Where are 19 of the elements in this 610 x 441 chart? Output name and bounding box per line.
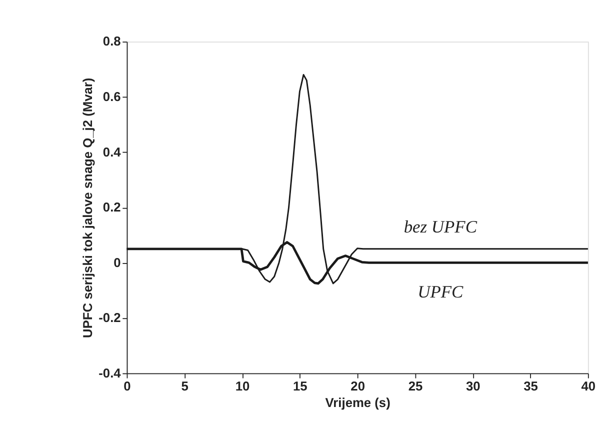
y-tick-label: 0.6 (102, 89, 121, 104)
y-tick-label: 0.4 (102, 144, 122, 160)
x-tick-label: 25 (408, 378, 423, 394)
x-tick-label: 10 (235, 378, 250, 394)
x-tick-label: 35 (524, 378, 538, 394)
y-tick-label: 0 (114, 254, 121, 270)
series-label: UPFC (418, 282, 464, 302)
y-tick-label: -0.4 (98, 365, 122, 380)
series-label: bez UPFC (404, 216, 478, 236)
y-tick-label: 0.8 (102, 34, 121, 49)
x-axis-title: Vrijeme (s) (325, 394, 390, 410)
x-tick-label: 30 (466, 378, 480, 394)
x-tick-label: 15 (293, 378, 308, 394)
y-axis-title: UPFC serijski tok jalove snage Q_j2 (Mvar) (80, 78, 96, 338)
x-tick-label: 5 (181, 378, 188, 394)
y-tick-label: 0.2 (102, 200, 121, 215)
y-tick-label: -0.2 (98, 310, 121, 326)
x-tick-label: 40 (581, 378, 596, 394)
x-tick-label: 20 (350, 378, 365, 394)
